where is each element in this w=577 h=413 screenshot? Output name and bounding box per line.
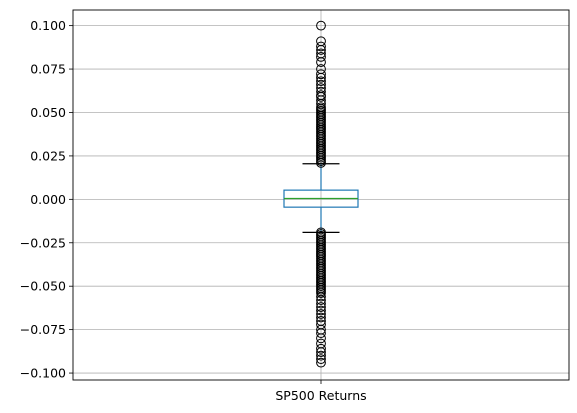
- outlier-point: [316, 83, 326, 94]
- outlier-point: [316, 20, 326, 31]
- y-tick-label: −0.075: [20, 322, 66, 337]
- y-tick-label: −0.050: [20, 279, 66, 294]
- y-tick-label: 0.050: [30, 105, 66, 120]
- outlier-point: [316, 295, 326, 305]
- outlier-point: [316, 41, 326, 52]
- tick-labels: −0.100 −0.075 −0.050 −0.025 0.000 0.025 0.050 0…: [20, 18, 367, 403]
- outlier-point: [316, 302, 326, 312]
- outlier-point: [316, 36, 326, 47]
- x-tick-label: SP500 Returns: [275, 388, 366, 403]
- outlier-point: [316, 333, 326, 344]
- outlier-point: [316, 288, 326, 299]
- plot-area: [283, 20, 359, 368]
- outlier-point: [316, 350, 326, 361]
- outlier-point: [316, 309, 326, 319]
- outlier-point: [316, 69, 326, 80]
- outlier-point: [316, 291, 326, 302]
- outlier-point: [316, 48, 326, 59]
- axes-frame: [72, 9, 570, 381]
- y-tick-label: 0.075: [30, 62, 66, 77]
- y-tick-label: −0.025: [20, 235, 66, 250]
- y-tick-label: 0.025: [30, 148, 66, 163]
- outlier-point: [316, 102, 326, 113]
- outlier-point: [316, 354, 326, 365]
- outlier-point: [316, 328, 326, 338]
- y-tick-label: −0.100: [20, 366, 66, 381]
- outlier-point: [316, 312, 326, 323]
- y-tick-label: 0.000: [30, 192, 66, 207]
- grid-lines: [73, 10, 569, 380]
- outlier-point: [316, 79, 326, 90]
- outlier-point: [316, 52, 326, 62]
- outlier-point: [316, 357, 326, 368]
- outlier-point: [316, 305, 326, 316]
- outlier-point: [316, 64, 326, 74]
- y-tick-label: 0.100: [30, 18, 66, 33]
- outlier-point: [316, 298, 326, 309]
- outlier-point: [316, 347, 326, 358]
- axes: [69, 9, 570, 384]
- outlier-point: [316, 343, 326, 354]
- outlier-point: [316, 76, 326, 87]
- outlier-point: [316, 86, 326, 97]
- outlier-point: [316, 90, 326, 101]
